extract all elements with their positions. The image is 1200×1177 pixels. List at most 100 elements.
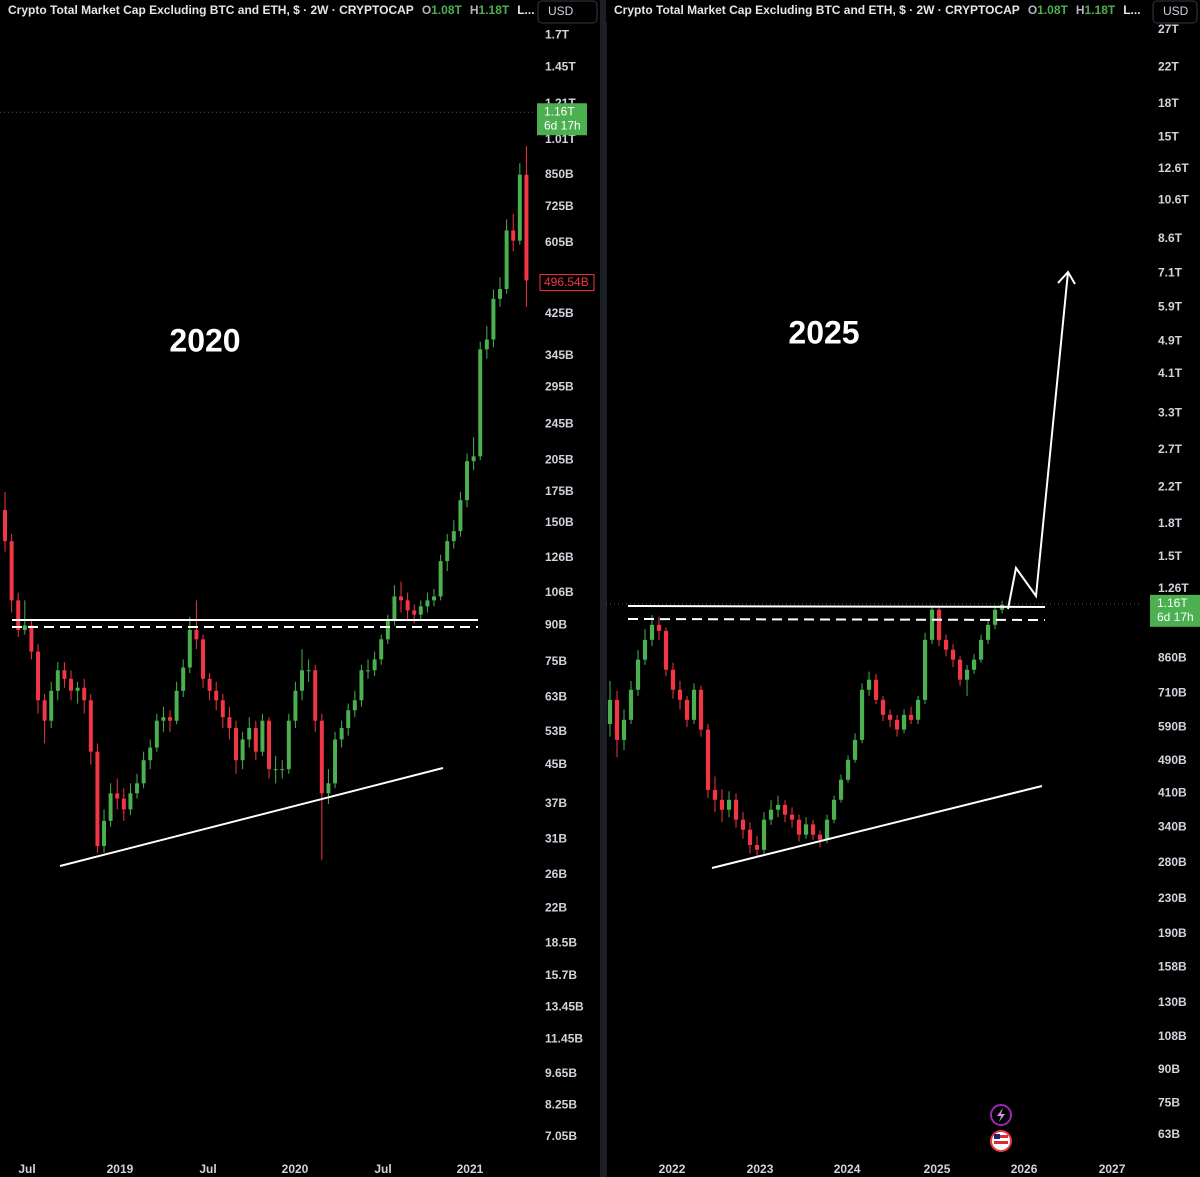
arrow-head (1057, 270, 1076, 285)
candle-body (880, 699, 886, 715)
price-label: 1.16T (544, 104, 575, 118)
trend-line (711, 785, 1043, 869)
y-tick-label: 7.1T (1158, 266, 1183, 280)
candle-body (82, 687, 87, 701)
currency-label: USD (548, 4, 574, 18)
candle-body (42, 700, 47, 721)
candle-body (62, 670, 67, 679)
y-tick-label: 10.6T (1158, 193, 1189, 207)
candle-body (135, 783, 139, 794)
candle-body (845, 759, 851, 780)
y-tick-label: 8.6T (1158, 231, 1183, 245)
quote-label: O (1028, 3, 1037, 17)
y-tick-label: 108B (1158, 1029, 1187, 1043)
candle-body (260, 720, 265, 752)
candle-body (372, 659, 377, 671)
candle-body (293, 690, 298, 721)
candle-body (405, 600, 410, 611)
candle-body (810, 824, 816, 835)
candle-body (621, 719, 627, 740)
candle-body (524, 174, 529, 281)
candle-body (985, 624, 991, 640)
candle-body (719, 799, 725, 810)
y-tick-label: 1.01T (545, 132, 576, 146)
lightning-icon (997, 1108, 1005, 1122)
candle-body (922, 639, 928, 700)
y-tick-label: 1.5T (1158, 549, 1183, 563)
y-tick-label: 850B (545, 167, 574, 181)
x-tick-label: 2022 (659, 1162, 686, 1176)
price-label-box (537, 103, 587, 136)
price-label-box (539, 274, 595, 292)
quote-label: H (1076, 3, 1085, 17)
y-tick-label: 4.9T (1158, 333, 1183, 347)
candle-body (319, 720, 324, 794)
x-tick-label: Jul (374, 1162, 391, 1176)
candle-body (894, 719, 900, 730)
candle-body (852, 739, 858, 760)
candle-body (366, 670, 370, 672)
candle-body (181, 667, 186, 691)
flag-canton (994, 1134, 1000, 1139)
candle-body (614, 699, 620, 740)
candle-body (866, 679, 872, 690)
candle-body (201, 639, 205, 679)
candle-body (498, 288, 502, 299)
candle-body (286, 720, 291, 770)
header-bg (0, 0, 536, 22)
candle-body (908, 714, 914, 720)
y-tick-label: 90B (545, 618, 567, 632)
candle-body (220, 700, 225, 718)
y-tick-label: 2.7T (1158, 442, 1183, 456)
candle-body (128, 793, 133, 810)
y-tick-label: 9.65B (545, 1066, 577, 1080)
candle-body (385, 621, 390, 640)
candle-body (115, 793, 120, 799)
candle-body (253, 728, 258, 752)
y-tick-label: 345B (545, 348, 574, 362)
candle-body (273, 769, 278, 771)
y-tick-label: 90B (1158, 1062, 1180, 1076)
candle-body (465, 461, 469, 501)
quote-label: O (422, 3, 431, 17)
candle-body (451, 531, 456, 542)
y-tick-label: 340B (1158, 820, 1187, 834)
currency-button[interactable] (537, 0, 598, 24)
panel-separator (600, 0, 607, 1177)
y-tick-label: 15T (1158, 129, 1179, 143)
candle-body (782, 804, 788, 815)
candle-body (148, 747, 153, 761)
candle-body (346, 710, 351, 729)
y-tick-label: 45B (545, 757, 567, 771)
y-tick-label: 5.9T (1158, 299, 1183, 313)
candle-body (161, 717, 166, 721)
candle-body (207, 678, 212, 691)
candle-body (214, 690, 219, 701)
y-tick-label: 18.5B (545, 935, 577, 949)
candle-body (943, 639, 949, 650)
y-tick-label: 710B (1158, 686, 1187, 700)
quote-label: H (470, 3, 479, 17)
projection-arrow (1007, 271, 1069, 610)
y-tick-label: 605B (545, 235, 574, 249)
currency-button[interactable] (1152, 0, 1198, 24)
quote-value: 1.08T (431, 3, 462, 17)
y-tick-label: 126B (545, 550, 574, 564)
candle-body (775, 804, 781, 810)
y-tick-label: 725B (545, 199, 574, 213)
x-tick-label: Jul (18, 1162, 35, 1176)
candle-body (359, 670, 364, 701)
candle-body (247, 728, 252, 740)
y-tick-label: 280B (1158, 855, 1187, 869)
y-tick-label: 8.25B (545, 1097, 577, 1111)
y-tick-label: 1.8T (1158, 516, 1183, 530)
y-tick-label: 26B (545, 867, 567, 881)
year-annotation: 2020 (169, 322, 240, 358)
candle-body (747, 829, 753, 846)
chart-title: Crypto Total Market Cap Excluding BTC an… (614, 3, 1020, 17)
candle-body (705, 729, 711, 790)
candle-body (642, 639, 648, 660)
candle-body (511, 230, 516, 241)
candle-body (227, 717, 232, 729)
